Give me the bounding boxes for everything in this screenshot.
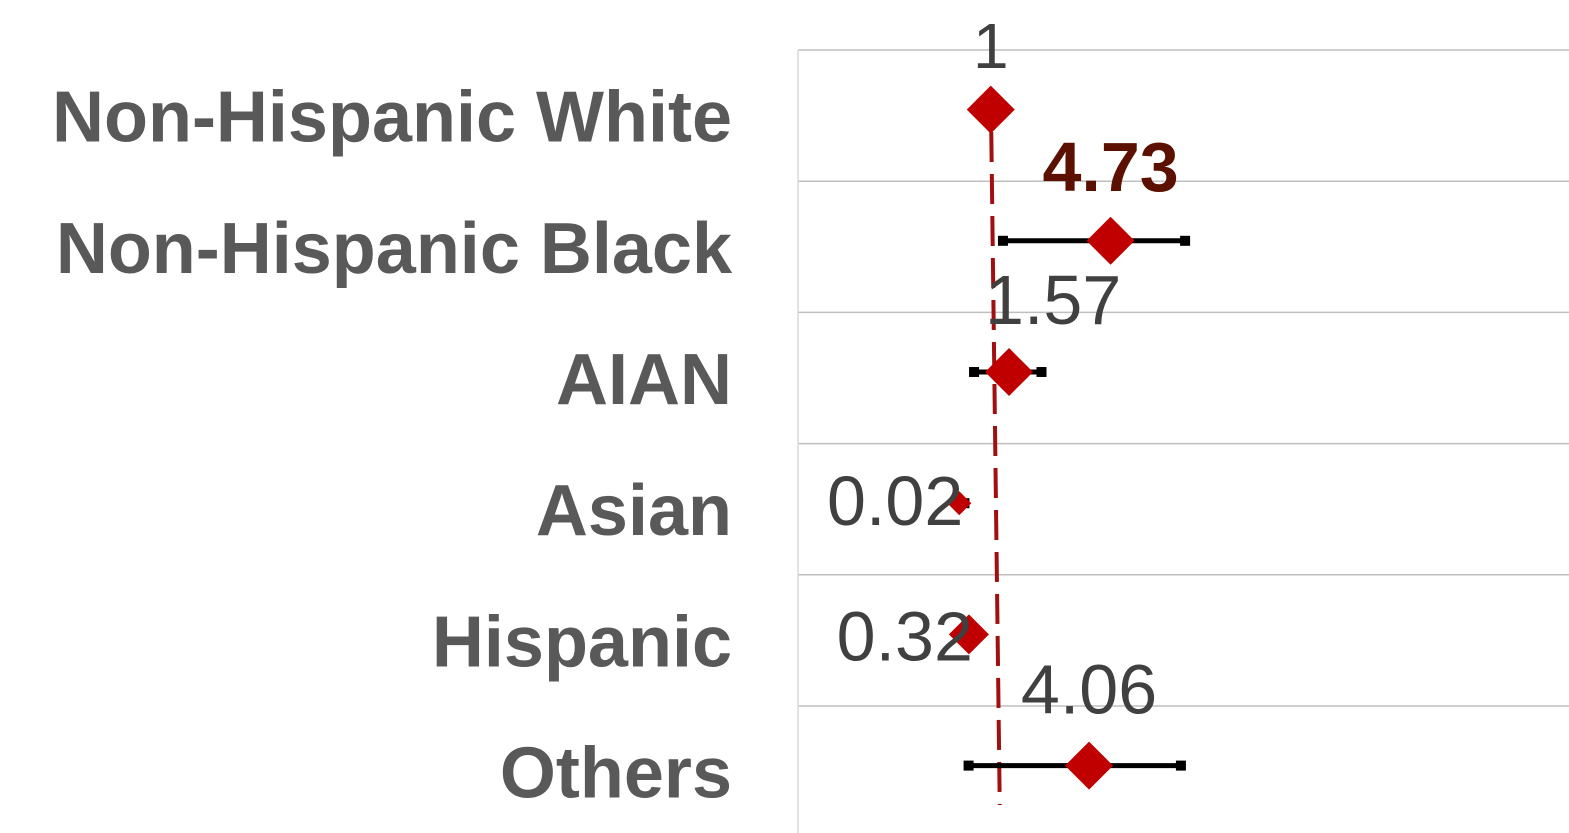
reference-line (988, 89, 1002, 806)
point-marker (1086, 216, 1135, 265)
data-label: 0.32 (837, 597, 973, 675)
reference-line-label: 1 (973, 10, 1009, 82)
ci-cap-upper (1036, 367, 1047, 377)
reference-layer (988, 89, 1002, 806)
category-label: Others (500, 734, 732, 814)
data-label: 4.06 (1021, 651, 1157, 729)
ci-cap-lower (997, 235, 1008, 246)
data-label: 4.73 (1042, 128, 1178, 206)
point-marker (947, 491, 972, 516)
point-marker (1065, 741, 1114, 790)
ci-cap-upper (1180, 235, 1191, 246)
ci-cap-upper (1175, 760, 1186, 771)
data-label: 1.57 (985, 261, 1121, 339)
category-label: Non-Hispanic Black (56, 209, 733, 289)
category-label: Hispanic (432, 602, 732, 682)
point-marker (948, 614, 989, 655)
label-layer: 1 Non-Hispanic White Non-Hispanic Black 4.7… (52, 10, 1179, 814)
data-label: 0.02 (827, 462, 963, 540)
category-label: Non-Hispanic White (52, 78, 732, 158)
point-marker (985, 348, 1034, 396)
category-label: Asian (536, 471, 732, 551)
ci-cap-lower (963, 760, 974, 771)
point-marker (966, 85, 1015, 134)
marker-layer (947, 85, 1135, 790)
ci-cap-lower (969, 367, 980, 377)
grid-layer (797, 49, 1569, 833)
category-label: AIAN (556, 340, 732, 420)
